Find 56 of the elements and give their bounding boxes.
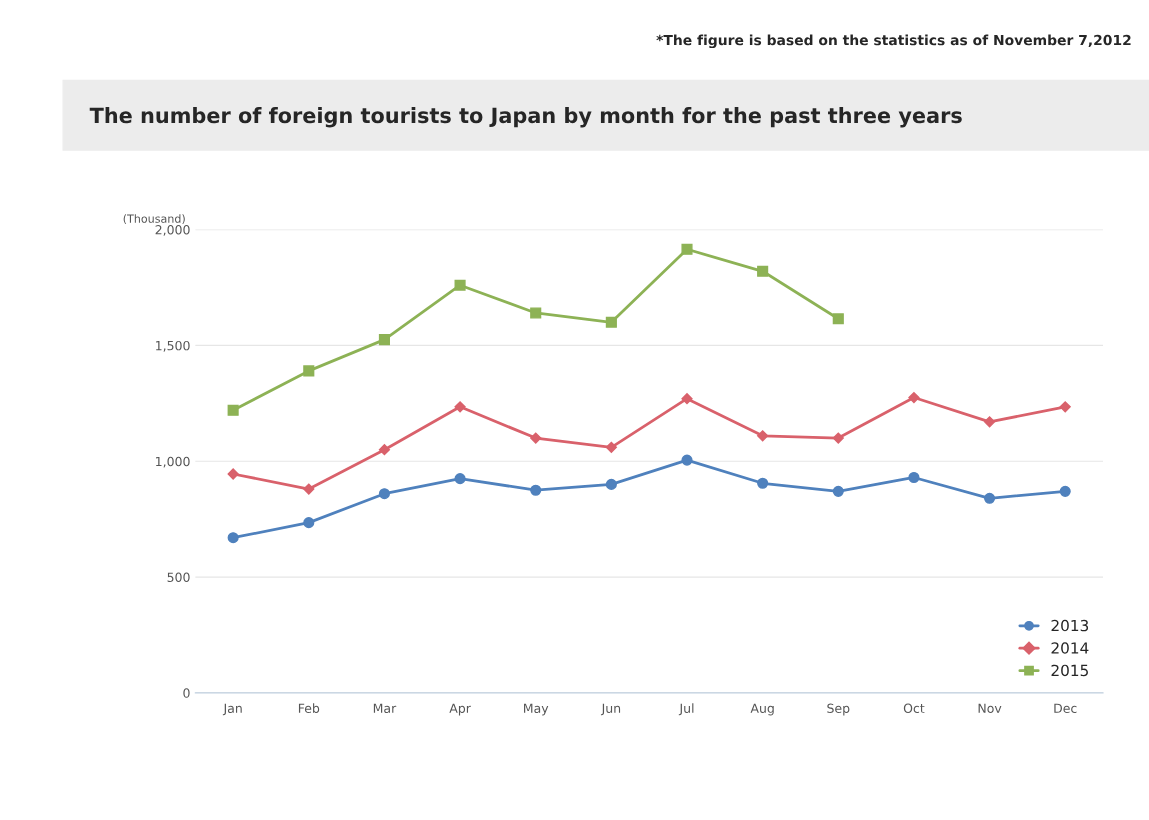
- y-tick-label: 500: [167, 572, 190, 582]
- point: [303, 365, 315, 377]
- point: [681, 454, 693, 466]
- x-tick-label: Oct: [903, 703, 925, 713]
- point: [530, 307, 542, 319]
- legend-label: 2014: [1051, 642, 1089, 654]
- point: [227, 468, 239, 480]
- point: [378, 444, 391, 456]
- point: [605, 316, 617, 328]
- point: [757, 430, 769, 442]
- y-tick-label: 2,000: [155, 225, 190, 236]
- point: [983, 416, 996, 428]
- point: [1059, 485, 1071, 497]
- point: [378, 334, 390, 346]
- y-tick-label: 1,000: [156, 456, 190, 468]
- x-tick-label: Apr: [449, 703, 471, 716]
- x-tick-label: Nov: [978, 703, 1002, 713]
- point: [227, 404, 239, 416]
- x-tick-label: Jan: [222, 703, 242, 716]
- point: [378, 488, 390, 500]
- y-axis-title: (Thousand): [123, 214, 185, 225]
- x-tick-label: Aug: [750, 703, 774, 716]
- point: [908, 471, 920, 484]
- point: [303, 517, 315, 529]
- point: [681, 243, 693, 255]
- point: [908, 391, 920, 404]
- text: *The figure is based on the statistics as of November 7,2012: [656, 34, 1131, 49]
- point: [681, 393, 693, 405]
- point: [757, 265, 769, 277]
- point: [454, 473, 466, 485]
- point: [227, 532, 239, 544]
- point: [454, 279, 466, 291]
- point: [832, 485, 844, 497]
- point: [530, 432, 542, 444]
- point: [832, 432, 844, 444]
- point: [530, 484, 542, 496]
- legend-label: 2013: [1051, 619, 1089, 632]
- x-tick-label: Mar: [373, 703, 397, 713]
- point: [605, 478, 617, 490]
- x-tick-label: Sep: [827, 703, 850, 716]
- point: [454, 401, 466, 413]
- point: [605, 441, 617, 453]
- x-tick-label: May: [524, 703, 549, 716]
- x-tick-label: Jul: [678, 703, 694, 716]
- y-tick-label: 0: [183, 688, 190, 698]
- point: [757, 477, 769, 489]
- legend-label: 2015: [1051, 664, 1088, 677]
- x-tick-label: Dec: [1054, 703, 1077, 713]
- chart-title: The number of foreign tourists to Japan by month for the past three years: [89, 107, 962, 128]
- point: [832, 313, 844, 325]
- point: [303, 483, 315, 495]
- x-tick-label: Feb: [298, 703, 320, 713]
- point: [984, 492, 996, 504]
- x-tick-label: Jun: [600, 703, 621, 716]
- y-tick-label: 1,500: [156, 340, 190, 352]
- point: [1059, 401, 1071, 413]
